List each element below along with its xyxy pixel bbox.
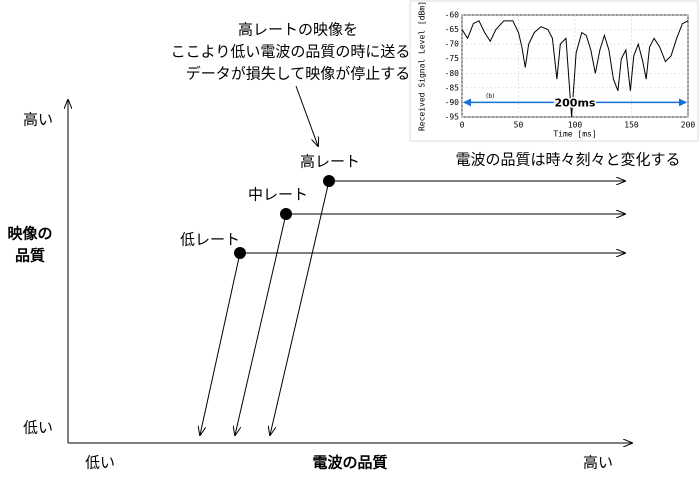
rate-label: 高レート — [300, 153, 360, 171]
arrow — [295, 85, 318, 146]
arrow — [235, 213, 287, 435]
arrow — [270, 180, 330, 435]
inset-chart: -60 -65 -70 -75 -80 -85 -90 -950 50 100 150 200 200m… — [409, 0, 699, 142]
y-tick-label: -65 — [445, 25, 460, 34]
y-high: 高い — [23, 111, 53, 129]
x-tick-label: 0 — [460, 121, 465, 130]
x-tick-label: 150 — [624, 121, 639, 130]
y-tick-label: -85 — [445, 83, 460, 92]
x-label: 電波の品質 — [312, 454, 387, 472]
y-tick-label: -90 — [445, 98, 460, 107]
arrow — [200, 252, 241, 435]
dot — [234, 247, 246, 259]
x-tick-label: 100 — [568, 121, 583, 130]
y-low: 低い — [23, 419, 53, 437]
rate-label: 中レート — [248, 186, 308, 204]
y-tick-label: -70 — [445, 40, 460, 49]
axes — [68, 85, 632, 443]
y-tick-label: -75 — [445, 54, 460, 63]
x-low: 低い — [85, 454, 115, 472]
y-tick-label: -60 — [445, 11, 460, 20]
dot — [280, 208, 292, 220]
x-tick-label: 50 — [514, 121, 524, 130]
panel-label: (b) — [486, 93, 495, 100]
y-label: 品質 — [15, 247, 45, 265]
annotation: 高レートの映像を — [238, 21, 358, 39]
span-label: 200ms — [555, 96, 596, 109]
x-tick-label: 200 — [681, 121, 696, 130]
signal-line — [461, 20, 689, 118]
dot — [323, 175, 335, 187]
y-tick-label: -80 — [445, 69, 460, 78]
x-axis-label: Time [ms] — [553, 130, 596, 139]
annotation: ここより低い電波の品質の時に送ると — [171, 43, 426, 61]
change-note: 電波の品質は時々刻々と変化する — [455, 151, 680, 169]
x-high: 高い — [583, 454, 613, 472]
y-tick-label: -95 — [445, 113, 460, 122]
rate-label: 低レート — [180, 231, 240, 249]
annotation: データが損失して映像が停止する — [186, 65, 411, 83]
y-axis-label: Received Signal Level [dBm] — [418, 1, 427, 131]
y-label: 映像の — [7, 225, 52, 243]
